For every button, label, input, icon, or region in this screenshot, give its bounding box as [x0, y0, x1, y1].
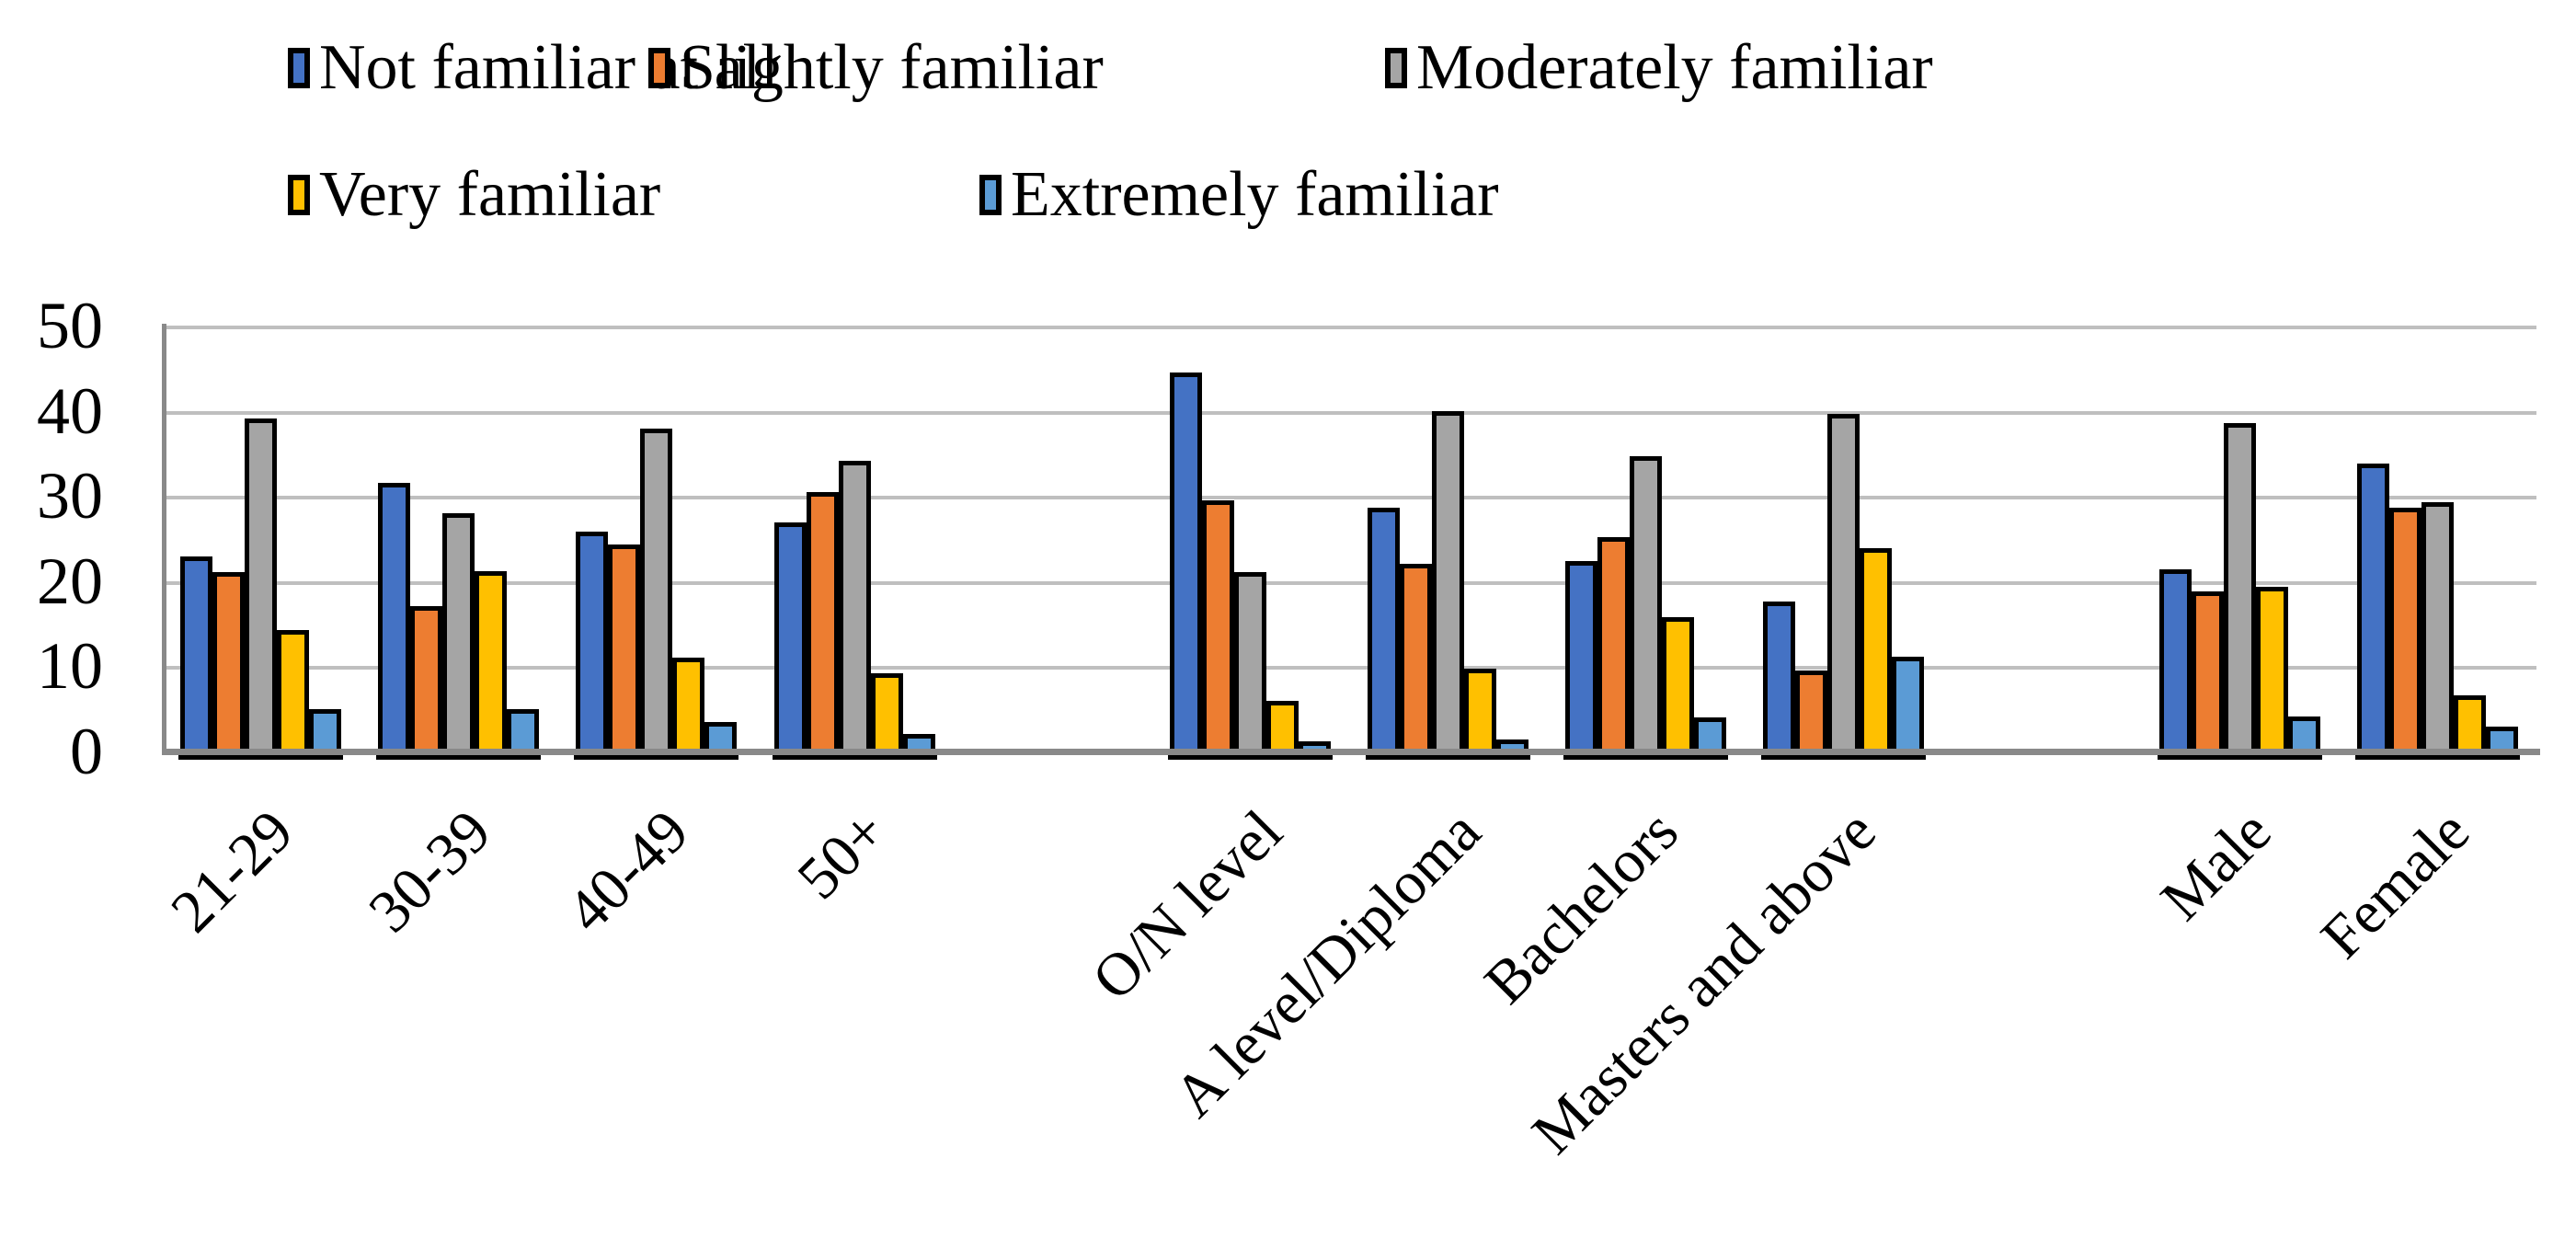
bar-21-29-very-familiar	[277, 630, 309, 754]
category-tick-underline-masters-and-above	[1761, 755, 1926, 760]
bar-21-29-moderately-familiar	[245, 418, 277, 754]
legend-item-very-familiar: Very familiar	[288, 155, 660, 235]
y-axis-label-10: 10	[37, 629, 103, 703]
x-axis-label-female: Female	[2307, 797, 2482, 972]
x-axis-label-50: 50+	[784, 797, 899, 912]
bar-female-moderately-familiar	[2421, 502, 2454, 754]
x-axis-label-male: Male	[2148, 797, 2284, 934]
category-tick-underline-male	[2158, 755, 2322, 760]
bar-50-very-familiar	[871, 673, 903, 754]
category-tick-underline-female	[2355, 755, 2520, 760]
y-axis-label-30: 30	[37, 459, 103, 533]
gridline-30	[162, 496, 2536, 499]
bar-o-n-level-very-familiar	[1266, 701, 1299, 754]
bar-bachelors-slightly-familiar	[1597, 537, 1630, 754]
bar-female-very-familiar	[2454, 695, 2486, 754]
category-tick-underline-30-39	[376, 755, 541, 760]
y-axis-line	[162, 324, 166, 752]
bar-a-level-diploma-not-familiar-at-all	[1368, 508, 1400, 754]
bar-bachelors-not-familiar-at-all	[1565, 561, 1597, 754]
bar-a-level-diploma-slightly-familiar	[1400, 564, 1432, 754]
category-tick-underline-bachelors	[1563, 755, 1728, 760]
bar-21-29-extremely-familiar	[309, 709, 341, 754]
legend-swatch-moderately-familiar-icon	[1385, 48, 1407, 88]
y-axis-label-20: 20	[37, 544, 103, 618]
bar-bachelors-moderately-familiar	[1630, 456, 1662, 754]
legend-swatch-not-familiar-at-all-icon	[288, 48, 310, 88]
x-axis-label-o-n-level: O/N level	[1079, 797, 1295, 1014]
gridline-40	[162, 411, 2536, 415]
bar-30-39-not-familiar-at-all	[378, 483, 410, 754]
legend-swatch-very-familiar-icon	[288, 175, 310, 215]
legend-label: Not familiar at all	[319, 32, 779, 103]
legend-item-slightly-familiar: Slightly familiar	[648, 28, 1104, 109]
bar-a-level-diploma-moderately-familiar	[1432, 411, 1464, 754]
gridline-50	[162, 326, 2536, 329]
legend-label: Very familiar	[319, 159, 661, 230]
x-axis-label-30-39: 30-39	[356, 797, 504, 946]
legend-label: Moderately familiar	[1416, 32, 1933, 103]
category-tick-underline-a-level-diploma	[1366, 755, 1530, 760]
y-axis-label-40: 40	[37, 374, 103, 448]
bar-o-n-level-slightly-familiar	[1202, 500, 1234, 754]
legend-swatch-slightly-familiar-icon	[648, 48, 670, 88]
bar-male-very-familiar	[2256, 587, 2288, 754]
x-axis-label-21-29: 21-29	[158, 797, 306, 946]
bar-male-not-familiar-at-all	[2159, 569, 2192, 754]
bar-30-39-extremely-familiar	[507, 709, 539, 754]
x-axis-baseline	[162, 749, 2540, 755]
bar-o-n-level-moderately-familiar	[1234, 572, 1266, 754]
y-axis-label-0: 0	[70, 715, 103, 788]
bar-50-moderately-familiar	[839, 461, 871, 754]
legend-swatch-extremely-familiar-icon	[979, 175, 1002, 215]
bar-30-39-moderately-familiar	[442, 513, 475, 754]
bar-male-moderately-familiar	[2224, 423, 2256, 754]
bar-40-49-moderately-familiar	[640, 429, 672, 754]
x-axis-label-40-49: 40-49	[554, 797, 702, 946]
bar-masters-and-above-not-familiar-at-all	[1763, 602, 1795, 754]
bar-50-slightly-familiar	[807, 492, 839, 754]
bar-female-not-familiar-at-all	[2357, 464, 2389, 754]
bar-a-level-diploma-very-familiar	[1464, 669, 1496, 754]
bar-bachelors-very-familiar	[1662, 617, 1694, 754]
bar-masters-and-above-very-familiar	[1860, 548, 1892, 754]
bar-21-29-not-familiar-at-all	[180, 556, 212, 754]
bar-30-39-very-familiar	[475, 571, 507, 754]
bar-30-39-slightly-familiar	[410, 606, 442, 754]
category-tick-underline-50	[773, 755, 937, 760]
legend-item-not-familiar-at-all: Not familiar at all	[288, 28, 779, 109]
bar-masters-and-above-moderately-familiar	[1827, 414, 1860, 754]
category-tick-underline-21-29	[178, 755, 343, 760]
bar-masters-and-above-extremely-familiar	[1892, 657, 1924, 754]
x-axis-label-masters-and-above: Masters and above	[1519, 797, 1889, 1167]
legend-label: Slightly familiar	[680, 32, 1104, 103]
bar-50-not-familiar-at-all	[774, 522, 807, 754]
legend-label: Extremely familiar	[1011, 159, 1499, 230]
legend-item-moderately-familiar: Moderately familiar	[1385, 28, 1933, 109]
category-tick-underline-o-n-level	[1168, 755, 1333, 760]
bar-female-slightly-familiar	[2389, 508, 2421, 754]
y-axis-label-50: 50	[37, 289, 103, 362]
bar-40-49-slightly-familiar	[608, 544, 640, 754]
bar-masters-and-above-slightly-familiar	[1795, 671, 1827, 754]
bar-o-n-level-not-familiar-at-all	[1170, 373, 1202, 754]
bar-21-29-slightly-familiar	[212, 572, 245, 754]
gridline-20	[162, 581, 2536, 585]
gridline-10	[162, 666, 2536, 670]
bar-40-49-not-familiar-at-all	[576, 532, 608, 754]
legend-item-extremely-familiar: Extremely familiar	[979, 155, 1499, 235]
bar-male-slightly-familiar	[2192, 591, 2224, 754]
category-tick-underline-40-49	[574, 755, 738, 760]
bar-40-49-very-familiar	[672, 658, 704, 754]
